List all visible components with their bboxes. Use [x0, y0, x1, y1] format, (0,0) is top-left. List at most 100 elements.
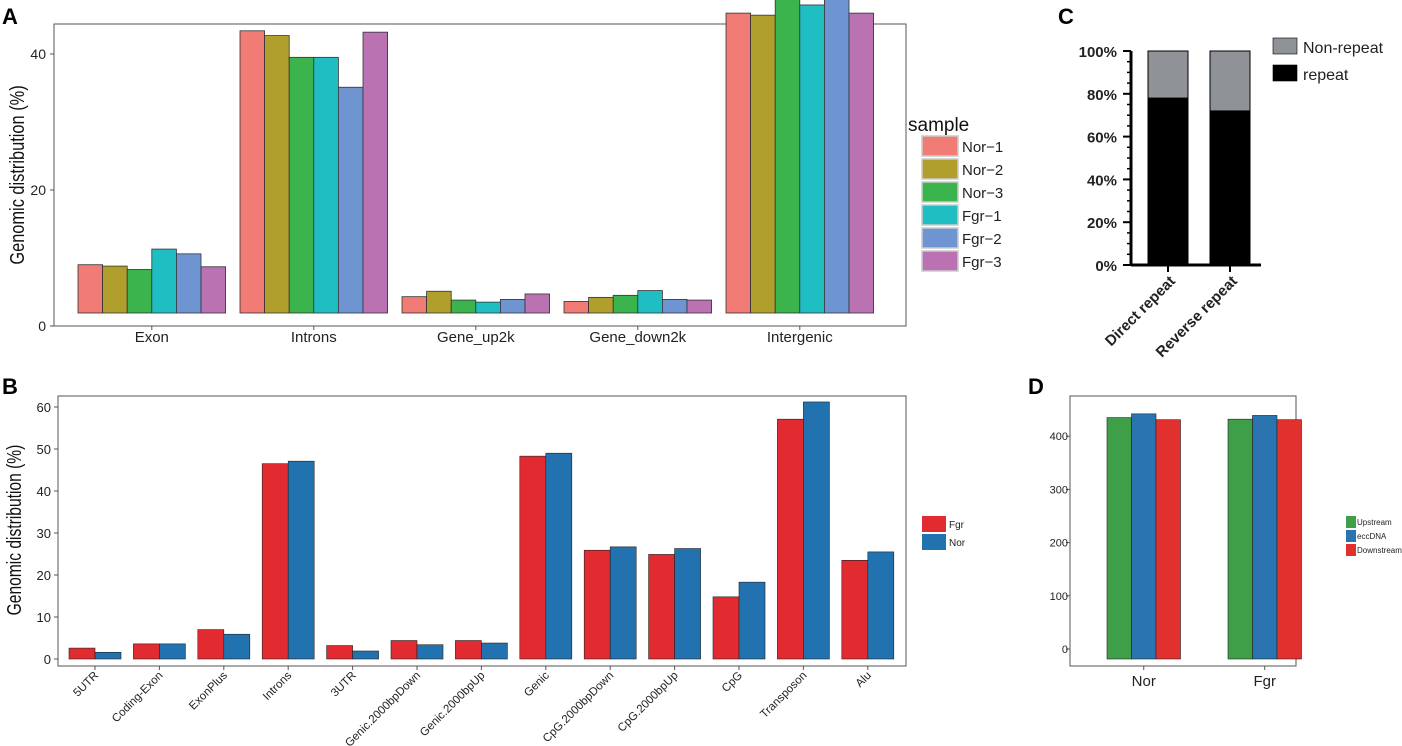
panel-a-legend-label: Fgr−2	[962, 231, 1002, 248]
panel-b-bar	[777, 418, 804, 660]
panel-a-bar	[151, 248, 177, 314]
panel-d-y-tick-label: 0	[1062, 644, 1068, 656]
panel-b-bar	[583, 549, 611, 660]
panel-a-y-tick-label: 20	[30, 182, 46, 198]
panel-b-y-tick-label: 40	[37, 484, 51, 499]
panel-b-bar	[94, 651, 122, 660]
panel-d-y-tick-label: 300	[1050, 484, 1068, 496]
panel-a-bar	[637, 290, 663, 314]
panel-b-x-tick-label: ExonPlus	[187, 669, 230, 712]
panel-a-y-axis-title: Genomic distribution (%)	[5, 85, 28, 264]
panel-a-legend-label: Fgr−1	[962, 208, 1002, 225]
panel-b-y-tick-label: 10	[37, 610, 51, 625]
panel-a-x-tick-label: Gene_up2k	[437, 329, 515, 346]
panel-c-legend-label: Non-repeat	[1303, 40, 1384, 57]
panel-letter-d: D	[1028, 374, 1044, 399]
panel-b-legend-label: Nor	[949, 538, 966, 549]
panel-d-legend-swatch	[1346, 516, 1356, 528]
panel-d-y-tick-label: 100	[1050, 591, 1068, 603]
panel-d-bar	[1227, 418, 1253, 660]
panel-b-x-tick-label: CpG.2000bpUp	[616, 670, 681, 735]
panel-a-legend-swatch	[921, 250, 959, 272]
panel-d-legend-label: Downstream	[1357, 546, 1402, 555]
panel-b-x-tick-label: Transposon	[758, 670, 809, 721]
panel-a-bar	[799, 4, 825, 314]
panel-a-bar	[313, 56, 339, 314]
panel-b-bar	[261, 463, 289, 660]
panel-d-bar	[1276, 419, 1302, 660]
panel-c-y-tick-label: 100%	[1079, 44, 1117, 61]
panel-b-y-tick-label: 50	[37, 442, 51, 457]
panel-d-bar	[1252, 415, 1278, 660]
panel-c-y-tick-label: 20%	[1087, 215, 1117, 232]
panel-b-bar	[68, 647, 96, 660]
panel-a-bar	[848, 12, 875, 314]
panel-letter-a: A	[2, 4, 18, 29]
panel-a-bar	[126, 269, 153, 314]
panel-b-legend-swatch	[922, 534, 946, 550]
panel-b-y-tick-label: 0	[44, 652, 51, 667]
panel-d-bar	[1131, 413, 1157, 660]
panel-a-bar	[102, 265, 128, 314]
panel-a-bar	[588, 296, 614, 314]
panel-b-bar	[841, 559, 869, 660]
panel-letter-c: C	[1058, 4, 1074, 29]
panel-d-legend-swatch	[1346, 530, 1356, 542]
panel-a-y-tick-label: 0	[38, 318, 46, 334]
panel-b-bar	[223, 633, 251, 660]
panel-a-legend-label: Fgr−3	[962, 254, 1002, 271]
panel-letter-b: B	[2, 374, 18, 399]
panel-d-bar	[1155, 419, 1181, 660]
panel-a-x-tick-label: Introns	[291, 329, 337, 346]
panel-a-bar	[426, 290, 452, 314]
panel-b-bar	[390, 640, 418, 660]
panel-b-bar	[416, 644, 444, 660]
panel-b-bar	[738, 581, 766, 660]
panel-b-chart: Genomic distribution (%) 0 10 20 30 40 50 60 5U…	[3, 395, 966, 746]
panel-a-bar	[475, 301, 501, 314]
panel-a-bar	[77, 264, 104, 314]
panel-a-bar	[750, 14, 776, 314]
panel-a-x-tick-label: Exon	[135, 329, 169, 346]
panel-a-bar	[239, 30, 266, 314]
panel-d-legend-label: eccDNA	[1357, 532, 1387, 541]
panel-b-plot-frame	[57, 395, 907, 667]
panel-b-bar	[455, 640, 482, 660]
panel-b-x-tick-label: CpG.2000bpDown	[541, 670, 616, 745]
panel-a-bar	[264, 35, 290, 314]
panel-a-legend-label: Nor−2	[962, 162, 1003, 179]
panel-a-bar	[175, 253, 202, 314]
panel-a-bar	[288, 56, 315, 314]
panel-a-bar	[401, 296, 428, 314]
panel-b-bar	[867, 551, 895, 660]
panel-b-bar	[803, 401, 830, 660]
panel-c-bar-segment	[1147, 97, 1189, 266]
panel-a-bar	[774, 0, 801, 314]
panel-c-legend-label: repeat	[1303, 67, 1349, 84]
panel-b-y-axis-title: Genomic distribution (%)	[3, 445, 25, 616]
panel-b-y-tick-label: 60	[37, 400, 51, 415]
panel-a-bar	[524, 293, 551, 314]
panel-a-plot-frame	[53, 23, 907, 327]
panel-c-legend-swatch	[1272, 64, 1298, 82]
panel-d-x-tick-label: Fgr	[1254, 673, 1277, 690]
panel-b-legend-label: Fgr	[949, 520, 965, 531]
panel-a-legend-swatch	[921, 158, 959, 180]
panel-a-legend-label: Nor−3	[962, 185, 1003, 202]
panel-b-bar	[481, 642, 508, 660]
panel-c-bar-segment	[1209, 50, 1251, 112]
panel-b-x-tick-label: 3UTR	[329, 670, 359, 700]
panel-a-legend-swatch	[921, 204, 959, 226]
panel-a-bar	[662, 298, 688, 314]
panel-b-bar	[326, 645, 353, 660]
panel-a-bar	[824, 0, 850, 314]
panel-b-y-tick-label: 30	[37, 526, 51, 541]
panel-b-bar	[197, 629, 225, 660]
panel-c-y-tick-label: 80%	[1087, 87, 1117, 104]
panel-a-bar	[450, 299, 477, 314]
panel-a-legend-title: sample	[908, 115, 969, 136]
panel-c-y-tick-label: 40%	[1087, 172, 1117, 189]
panel-a-chart: Genomic distribution (%) sample 0 20 40 Exo…	[5, 0, 1003, 346]
panel-b-x-tick-label: Coding-Exon	[110, 670, 165, 725]
